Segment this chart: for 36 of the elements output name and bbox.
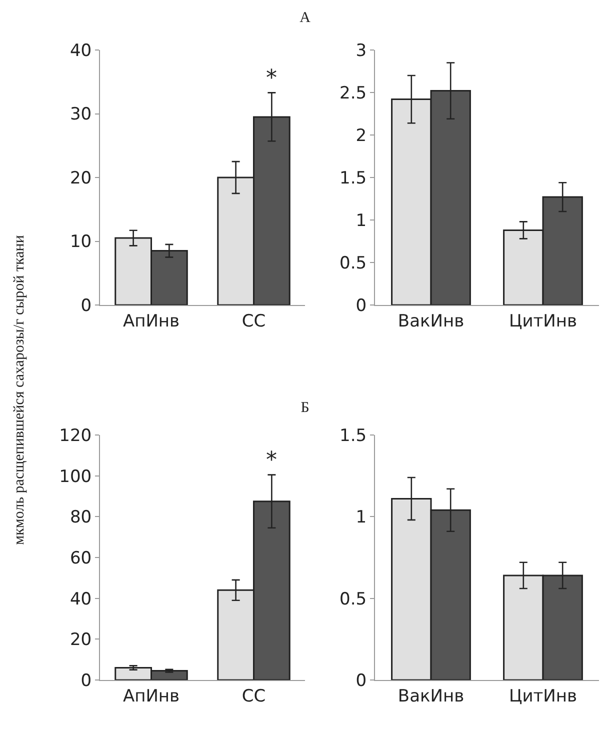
x-tick-label: СС	[242, 311, 266, 332]
y-tick-label: 0	[80, 296, 92, 316]
y-tick-label: 1.5	[340, 168, 367, 188]
y-tick-label: 80	[70, 508, 92, 528]
y-tick-label: 30	[70, 104, 92, 125]
y-tick-label: 0	[80, 670, 92, 691]
y-tick-label: 1	[356, 508, 367, 528]
y-axis-title: мкмоль расщепившейся сахарозы/г сырой ткани	[12, 235, 28, 545]
x-tick-label: ВакИнв	[398, 311, 464, 332]
y-tick-label: 1	[356, 210, 367, 231]
y-tick-label: 20	[70, 630, 92, 650]
x-tick-label: АпИнв	[122, 311, 180, 332]
y-tick-label: 10	[70, 232, 92, 252]
chart-title: Б	[300, 400, 310, 417]
y-tick-label: 2	[356, 126, 367, 146]
y-tick-label: 3	[356, 40, 367, 61]
y-tick-label: 2.5	[340, 83, 367, 104]
y-tick-label: 100	[59, 466, 92, 487]
x-tick-label: ВакИнв	[398, 686, 464, 706]
y-tick-label: 1.5	[340, 426, 367, 446]
y-tick-label: 0.5	[340, 589, 367, 610]
y-tick-label: 20	[70, 168, 92, 188]
y-tick-label: 0	[356, 296, 367, 316]
y-tick-label: 40	[70, 40, 92, 61]
x-tick-label: АпИнв	[122, 686, 180, 706]
y-tick-label: 40	[70, 589, 92, 610]
y-tick-label: 0.5	[340, 253, 367, 274]
x-tick-label: ЦитИнв	[509, 311, 577, 332]
annotation: *	[266, 66, 277, 91]
x-tick-label: ЦитИнв	[509, 686, 577, 706]
chart-title: А	[298, 10, 312, 27]
y-tick-label: 60	[70, 548, 92, 568]
annotation: *	[266, 448, 277, 473]
y-tick-label: 0	[356, 670, 367, 691]
x-tick-label: СС	[242, 686, 266, 706]
y-tick-label: 120	[59, 426, 92, 446]
